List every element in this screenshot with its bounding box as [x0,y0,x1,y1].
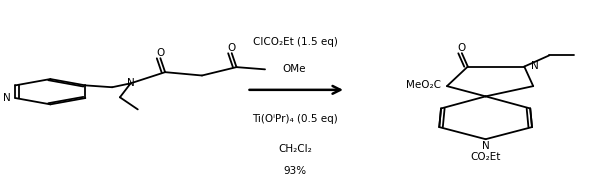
Text: N: N [482,141,490,151]
Text: ClCO₂Et (1.5 eq): ClCO₂Et (1.5 eq) [253,37,338,47]
Text: CO₂Et: CO₂Et [470,152,501,162]
Text: 93%: 93% [284,166,307,176]
Text: O: O [156,48,164,58]
Text: N: N [3,93,11,103]
Text: MeO₂C: MeO₂C [406,80,441,90]
Text: O: O [458,43,466,53]
Text: Ti(OⁱPr)₄ (0.5 eq): Ti(OⁱPr)₄ (0.5 eq) [253,114,338,124]
Text: OMe: OMe [282,64,306,74]
Text: N: N [127,78,135,88]
Text: O: O [227,43,236,53]
Text: CH₂Cl₂: CH₂Cl₂ [278,144,312,154]
Text: N: N [532,61,539,71]
